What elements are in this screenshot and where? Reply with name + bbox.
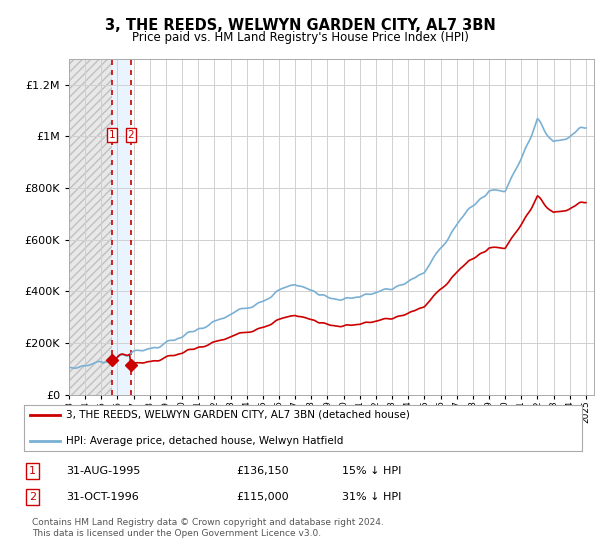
Bar [69, 59, 112, 395]
Text: 3, THE REEDS, WELWYN GARDEN CITY, AL7 3BN: 3, THE REEDS, WELWYN GARDEN CITY, AL7 3B… [104, 18, 496, 33]
Text: 2: 2 [29, 492, 36, 502]
Text: £136,150: £136,150 [236, 466, 289, 476]
Text: 3, THE REEDS, WELWYN GARDEN CITY, AL7 3BN (detached house): 3, THE REEDS, WELWYN GARDEN CITY, AL7 3B… [66, 410, 410, 420]
Text: HPI: Average price, detached house, Welwyn Hatfield: HPI: Average price, detached house, Welw… [66, 436, 343, 446]
Text: 31-OCT-1996: 31-OCT-1996 [66, 492, 139, 502]
Text: 31-AUG-1995: 31-AUG-1995 [66, 466, 140, 476]
Text: 1: 1 [29, 466, 36, 476]
Text: 1: 1 [109, 130, 115, 140]
Bar [69, 59, 112, 395]
Text: 31% ↓ HPI: 31% ↓ HPI [342, 492, 401, 502]
Bar [112, 59, 131, 395]
Text: 15% ↓ HPI: 15% ↓ HPI [342, 466, 401, 476]
Text: 2: 2 [128, 130, 134, 140]
Text: Contains HM Land Registry data © Crown copyright and database right 2024.
This d: Contains HM Land Registry data © Crown c… [32, 518, 384, 538]
Text: £115,000: £115,000 [236, 492, 289, 502]
Text: Price paid vs. HM Land Registry's House Price Index (HPI): Price paid vs. HM Land Registry's House … [131, 31, 469, 44]
